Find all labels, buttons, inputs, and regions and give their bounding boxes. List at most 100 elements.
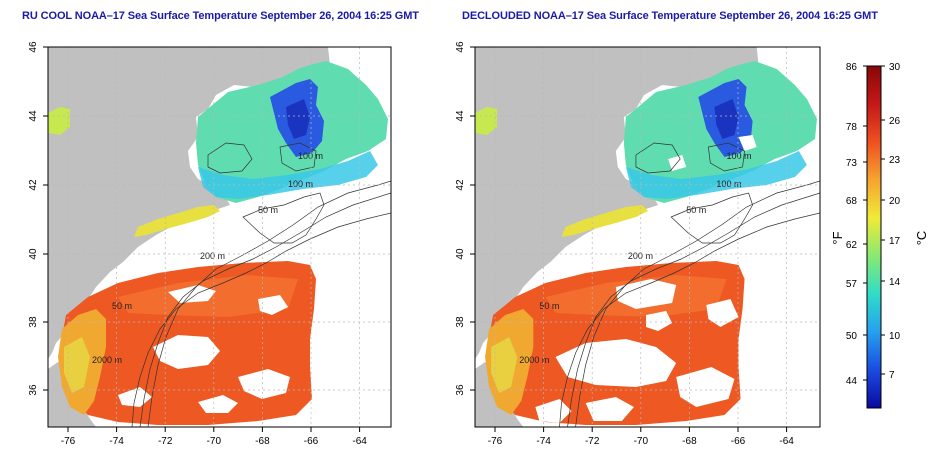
y-tick-label: 44	[455, 110, 466, 122]
x-tick-label: -66	[304, 436, 319, 447]
cloud-mask	[153, 335, 220, 369]
y-tick-label: 46	[455, 41, 466, 53]
colorbar-f-tick-label: 68	[846, 196, 858, 207]
sst-coastal-patch	[48, 107, 70, 135]
bathymetry-contour	[279, 142, 317, 172]
colorbar-gradient	[866, 65, 882, 409]
colorbar-c-tick-label: 7	[889, 370, 895, 381]
x-tick-label: -68	[255, 436, 270, 447]
bathymetry-contour	[635, 142, 681, 174]
colorbar-f-tick-label: 57	[846, 279, 858, 290]
colorbar-c-tick-label: 10	[889, 331, 901, 342]
y-tick-label: 40	[455, 248, 466, 260]
contour-label: 50 m	[258, 205, 278, 215]
cloud-mask	[238, 369, 290, 399]
map-frame	[474, 46, 821, 428]
y-tick-label: 36	[455, 384, 466, 396]
cloud-mask	[738, 135, 757, 151]
map-content: 100 m 100 m 50 m 200 m 50 m 2000 m	[48, 47, 391, 427]
x-tick-label: -74	[109, 436, 124, 447]
cloud-mask	[198, 395, 238, 413]
cloud-mask	[706, 299, 739, 327]
contour-label: 100 m	[298, 151, 323, 161]
sst-shelf-band	[625, 151, 807, 199]
colorbar-c-tick-label: 20	[889, 196, 901, 207]
contour-label: 50 m	[686, 205, 706, 215]
y-tick-label: 38	[28, 316, 39, 328]
map-frame	[47, 46, 392, 428]
contour-label: 2000 m	[92, 355, 122, 365]
map-content: 100 m 100 m 50 m 200 m 50 m 2000 m	[475, 47, 820, 427]
cloud-mask	[535, 399, 572, 423]
y-tick-label: 42	[455, 179, 466, 191]
contour-label: 100 m	[288, 179, 313, 189]
land-mass	[475, 47, 759, 359]
right-map-title: DECLOUDED NOAA–17 Sea Surface Temperatur…	[462, 10, 878, 22]
contour-label: 200 m	[200, 251, 225, 261]
x-tick-label: -64	[352, 436, 367, 447]
colorbar-c-tick-label: 30	[889, 62, 901, 73]
contour-label: 50 m	[112, 301, 132, 311]
colorbar-f-tick-label: 78	[846, 122, 858, 133]
colorbar-c-tick-label: 26	[889, 116, 901, 127]
colorbar-f-tick-label: 86	[846, 62, 858, 73]
left-map-panel: 100 m 100 m 50 m 200 m 50 m 2000 m -76 -74 -72 -7…	[28, 41, 392, 447]
x-tick-label: -76	[488, 436, 503, 447]
x-tick-label: -66	[731, 436, 746, 447]
sst-coldest	[286, 99, 310, 139]
colorbar-f-tick-label: 50	[846, 331, 858, 342]
bathymetry-contour	[707, 142, 745, 172]
x-tick-label: -72	[585, 436, 600, 447]
cloud-mask	[645, 311, 673, 331]
contour-label: 100 m	[716, 179, 741, 189]
cloud-mask	[676, 367, 735, 407]
contour-label: 50 m	[539, 301, 559, 311]
sst-warm-strip	[561, 205, 649, 237]
colorbar-c-tick-label: 17	[889, 236, 901, 247]
map-layers: 100 m 100 m 50 m 200 m 50 m 2000 m	[48, 47, 391, 427]
bathymetry-contour	[575, 180, 820, 427]
y-tick-label: 36	[28, 384, 39, 396]
contour-label: 200 m	[628, 251, 653, 261]
cloud-mask	[168, 285, 216, 303]
land-mass	[48, 47, 330, 359]
temperature-colorbar: 86 78 73 68 62 57 50 44 30 26 23 20 17 14 10 7 °F °C	[830, 62, 929, 409]
contour-label: 100 m	[726, 151, 751, 161]
x-tick-label: -70	[207, 436, 222, 447]
x-tick-label: -70	[634, 436, 649, 447]
colorbar-c-tick-label: 14	[889, 277, 901, 288]
colorbar-f-tick-label: 62	[846, 240, 858, 251]
y-tick-label: 46	[28, 41, 39, 53]
x-tick-label: -74	[536, 436, 551, 447]
bathymetry-contour	[559, 212, 820, 427]
cloud-mask	[555, 339, 677, 387]
colorbar-c-tick-label: 23	[889, 155, 901, 166]
bathymetry-contour	[139, 192, 391, 427]
y-tick-label: 44	[28, 110, 39, 122]
bathymetry-contour	[147, 180, 391, 427]
sst-warm-strip	[134, 205, 220, 237]
sst-yellow-shelf	[64, 337, 90, 393]
contour-label: 2000 m	[519, 355, 549, 365]
colorbar-fahrenheit-label: °F	[830, 231, 845, 244]
x-tick-label: -76	[61, 436, 76, 447]
colorbar-f-tick-label: 44	[846, 376, 858, 387]
bathymetry-contour	[670, 192, 753, 244]
sst-shelf-band	[198, 151, 378, 199]
bathymetry-contour	[567, 192, 820, 427]
colorbar-f-tick-label: 73	[846, 158, 858, 169]
y-tick-label: 42	[28, 179, 39, 191]
colorbar-celsius-label: °C	[914, 231, 929, 246]
map-layers: 100 m 100 m 50 m 200 m 50 m 2000 m	[475, 47, 820, 427]
sst-coastal-patch	[475, 107, 498, 135]
bathymetry-contour	[242, 192, 325, 244]
x-tick-label: -64	[779, 436, 794, 447]
x-tick-label: -72	[158, 436, 173, 447]
x-tick-label: -68	[682, 436, 697, 447]
y-tick-label: 38	[455, 316, 466, 328]
y-tick-label: 40	[28, 248, 39, 260]
cloud-mask	[585, 397, 634, 421]
sst-yellow-shelf	[491, 337, 518, 393]
left-map-title: RU COOL NOAA–17 Sea Surface Temperature …	[22, 10, 419, 22]
